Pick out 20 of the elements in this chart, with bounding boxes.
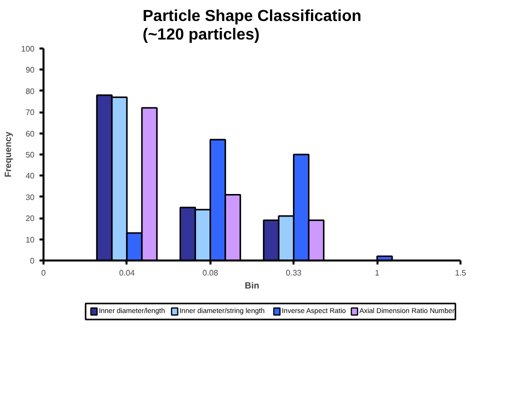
x-tick-label: 0.08: [202, 268, 219, 278]
y-tick-label: 70: [26, 108, 36, 118]
x-axis-title: Bin: [244, 280, 260, 290]
y-tick-label: 90: [26, 66, 36, 75]
y-axis-title: Frequency: [3, 132, 14, 178]
y-tick-label: 40: [26, 172, 36, 181]
x-tick-label: 0.33: [286, 268, 302, 278]
y-tick-label: 60: [26, 129, 36, 138]
y-tick-label: 0: [30, 256, 36, 266]
x-tick-label: 0.04: [119, 268, 136, 278]
y-tick-label: 50: [26, 150, 36, 160]
x-tick-label: 1: [374, 268, 380, 278]
chart-title: Particle Shape Classification (~120 particles): [142, 8, 362, 44]
y-tick-label: 10: [26, 235, 36, 244]
x-tick-label: 1.5: [454, 268, 467, 278]
x-tick-label: 0: [41, 268, 46, 278]
y-tick-label: 80: [26, 86, 36, 96]
y-tick-label: 100: [21, 44, 36, 54]
y-tick-label: 30: [26, 192, 36, 202]
y-tick-label: 20: [26, 214, 36, 224]
